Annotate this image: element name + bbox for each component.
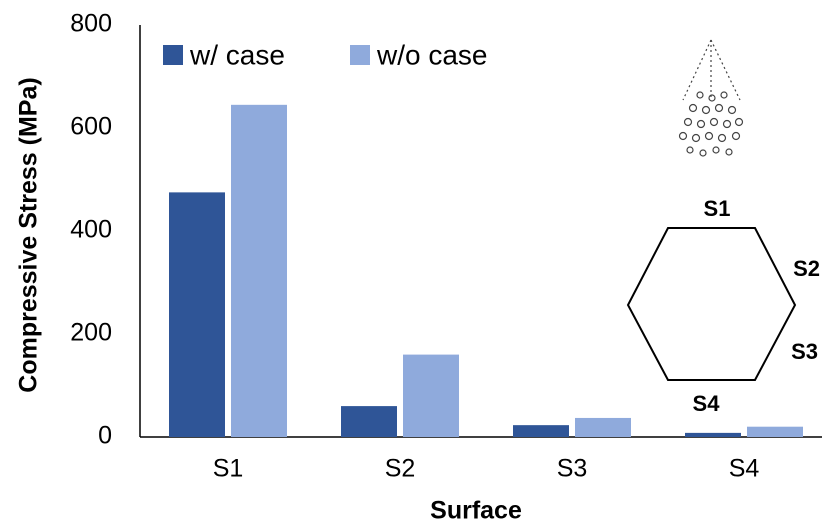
- annotation: S1: [704, 196, 731, 221]
- x-tick-label: S3: [557, 455, 588, 483]
- y-tick-label: 200: [70, 319, 112, 347]
- x-axis-title: Surface: [430, 497, 522, 525]
- bar: [341, 406, 397, 437]
- x-tick-label: S4: [729, 455, 760, 483]
- bar: [169, 192, 225, 437]
- bar: [231, 104, 287, 437]
- y-tick-label: 600: [70, 113, 112, 141]
- y-tick-label: 400: [70, 216, 112, 244]
- legend-swatch: [350, 45, 370, 65]
- bar: [575, 417, 631, 437]
- bar: [513, 425, 569, 437]
- annotation: S4: [693, 391, 721, 416]
- y-axis-title: Compressive Stress (MPa): [15, 77, 43, 392]
- x-tick-label: S2: [385, 455, 416, 483]
- bar: [403, 354, 459, 437]
- legend-label: w/ case: [189, 39, 285, 70]
- y-tick-label: 0: [98, 422, 112, 450]
- legend-label: w/o case: [376, 39, 488, 70]
- y-tick-label: 800: [70, 10, 112, 38]
- x-tick-label: S1: [213, 455, 244, 483]
- annotation: S3: [791, 339, 818, 364]
- bar: [747, 426, 803, 437]
- hexagon: [626, 227, 797, 381]
- legend-swatch: [163, 45, 183, 65]
- annotation: S2: [793, 256, 820, 281]
- spray-icon: [678, 39, 744, 157]
- bar: [685, 432, 741, 437]
